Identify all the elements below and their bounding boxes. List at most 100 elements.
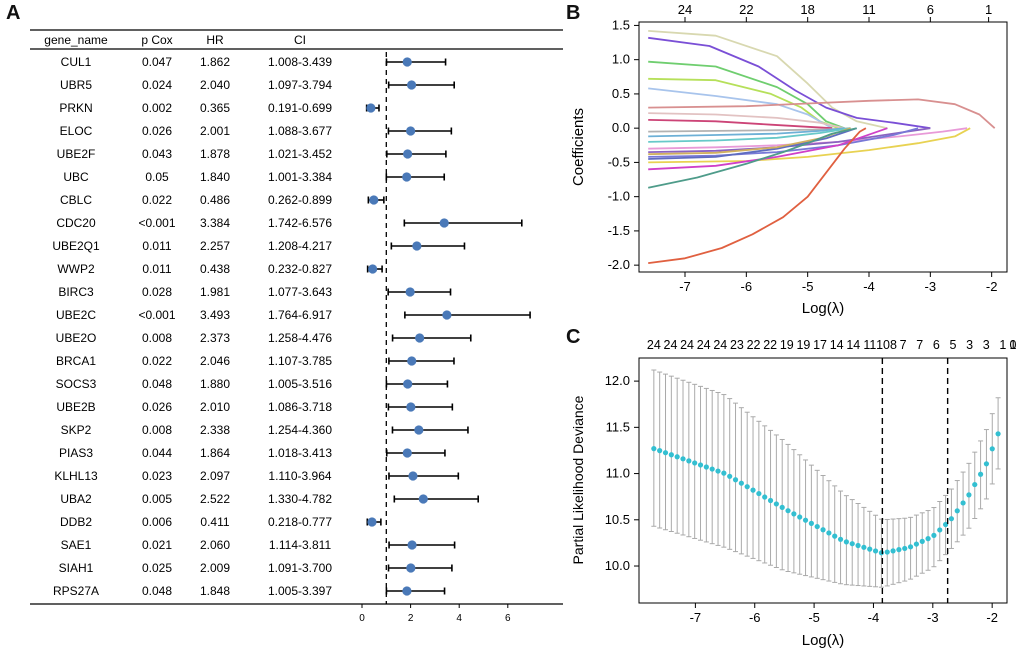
top-tick-label: 6 [927,2,934,17]
table-row: DDB2 0.006 0.411 0.218-0.777 [60,515,382,529]
ci-value: 1.330-4.782 [268,492,332,506]
coef-path-s18 [648,127,888,171]
top-tick-label: 0 [1010,338,1017,352]
deviance-point [715,468,721,474]
hr-value: 0.411 [200,515,229,529]
header-p-cox: p Cox [141,33,172,47]
p-value: 0.022 [142,193,172,207]
hr-point [403,379,413,389]
top-tick-label: 7 [916,338,923,352]
x-tick-label: -6 [741,279,753,294]
table-row: SKP2 0.008 2.338 1.254-4.360 [61,423,469,437]
deviance-point [855,542,861,549]
y-tick-label: 11.5 [606,419,630,434]
y-tick-label: -2.0 [608,257,630,272]
top-tick-label: 24 [713,338,727,352]
top-tick-label: 14 [830,338,844,352]
hr-point [439,218,449,228]
top-tick-label: 24 [697,338,711,352]
p-value: 0.006 [142,515,172,529]
deviance-point [878,550,884,556]
table-row: CDC20 <0.001 3.384 1.742-6.576 [56,216,523,230]
ci-value: 1.254-4.360 [268,423,332,437]
deviance-point [942,521,949,528]
deviance-point [820,527,826,533]
deviance-point [872,548,879,554]
gene-name: SIAH1 [59,561,94,575]
deviance-point [692,460,698,466]
hr-point [412,241,422,251]
top-tick-label: 22 [739,2,753,17]
gene-name: RPS27A [53,584,99,598]
gene-name: BIRC3 [58,285,94,299]
hr-value: 2.001 [200,124,230,138]
x-tick-label: -2 [986,610,998,625]
y-tick-label: 1.0 [612,52,630,67]
deviance-point [867,546,873,552]
top-tick-label: 1 [985,2,992,17]
y-tick-label: -0.5 [608,154,630,169]
y-tick-label: 1.5 [612,17,630,32]
deviance-point [680,456,686,462]
gene-name: UBC [63,170,89,184]
p-value: 0.05 [145,170,169,184]
hr-value: 2.060 [200,538,230,552]
deviance-point [983,461,990,467]
top-tick-label: 19 [780,338,794,352]
hr-point [406,80,417,90]
hr-point [367,517,377,527]
coef-path-s2 [648,36,931,130]
ci-value: 1.258-4.476 [268,331,332,345]
deviance-point [919,538,925,544]
x-tick-label: -5 [808,610,820,625]
hr-point [415,333,425,343]
x-tick-label: -3 [927,610,939,625]
top-tick-label: 17 [813,338,827,352]
hr-point [402,448,412,458]
top-tick-label: 22 [747,338,761,352]
deviance-point [826,530,832,536]
ci-value: 1.021-3.452 [268,147,332,161]
ci-value: 0.218-0.777 [268,515,332,529]
coef-path-s11 [648,127,851,143]
x-tick-label: 4 [456,613,462,624]
ci-value: 1.018-3.413 [268,446,332,460]
table-row: UBE2F 0.043 1.878 1.021-3.452 [57,147,447,161]
hr-point [403,149,413,159]
deviance-point [738,480,744,486]
hr-point [406,126,416,136]
top-tick-label: 3 [966,338,973,352]
p-value: 0.002 [142,101,172,115]
table-row: UBE2B 0.026 2.010 1.086-3.718 [56,400,454,414]
hr-point [402,57,412,67]
y-tick-label: -1.5 [608,223,630,238]
p-value: 0.011 [142,239,171,253]
x-tick-label: -5 [802,279,814,294]
deviance-point [960,500,966,506]
table-row: UBE2C <0.001 3.493 1.764-6.917 [56,308,531,322]
hr-value: 1.840 [200,170,230,184]
deviance-point [779,504,785,510]
ci-value: 1.077-3.643 [268,285,332,299]
gene-name: UBA2 [60,492,92,506]
y-tick-label: 10.5 [605,512,630,527]
hr-value: 1.864 [200,446,230,460]
top-tick-label: 22 [763,338,777,352]
deviance-point [948,516,955,522]
table-row: KLHL13 0.023 2.097 1.110-3.964 [54,469,460,483]
p-value: 0.021 [142,538,172,552]
deviance-point [977,471,984,477]
hr-value: 2.257 [200,239,230,253]
gene-name: UBE2Q1 [52,239,100,253]
table-row: UBC 0.05 1.840 1.001-3.384 [63,170,446,184]
deviance-point [697,462,704,468]
p-value: 0.024 [142,78,172,92]
top-tick-label: 6 [933,338,940,352]
deviance-point [832,533,838,539]
gene-name: UBE2F [57,147,96,161]
top-tick-label: 108 [876,338,897,352]
top-tick-label: 19 [796,338,810,352]
deviance-point [995,431,1001,437]
deviance-point [972,481,978,488]
top-tick-label: 24 [680,338,694,352]
